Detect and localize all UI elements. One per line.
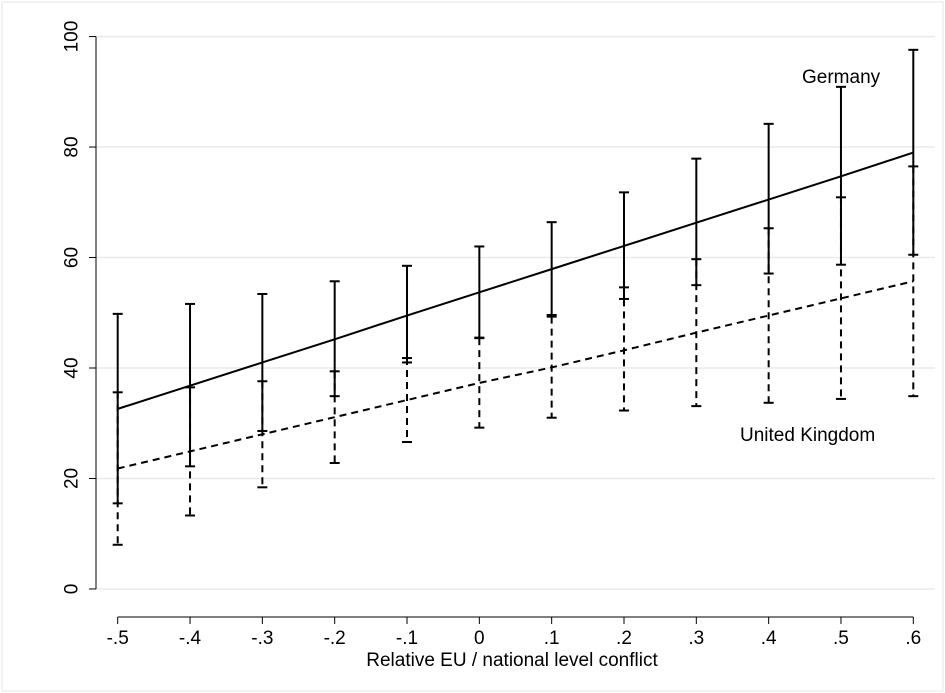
y-tick-label: 80 [62,136,83,157]
labels: Relative EU / national level conflict Ge… [366,67,880,671]
grid-lines [96,35,935,590]
axes: 0 20 40 60 80 100 -.5 -.4 -.3 -.2 -.1 0 .1 .2 .3 .4 .5 .6 [62,21,922,649]
series-group [112,48,919,546]
y-tick-label: 100 [62,21,83,53]
series-line [117,280,914,470]
series-label-united-kingdom: United Kingdom [740,425,875,446]
y-tick-label: 20 [62,468,83,489]
series-united-kingdom [112,165,919,546]
x-tick-label: -.1 [396,628,418,649]
x-tick-label: .6 [905,628,921,649]
x-tick-label: -.5 [107,628,129,649]
y-tick-label: 40 [62,357,83,378]
x-tick-label: -.4 [179,628,202,649]
x-tick-label: .4 [761,628,777,649]
x-tick-label: -.3 [251,628,273,649]
x-tick-label: 0 [474,628,485,649]
series-label-germany: Germany [802,67,881,88]
series-line [117,151,914,410]
y-tick-label: 60 [62,247,83,268]
x-tick-label: -.2 [324,628,346,649]
x-tick-label: .2 [616,628,632,649]
x-tick-label: .3 [688,628,704,649]
y-tick-label: 0 [62,584,83,595]
x-tick-label: .5 [833,628,849,649]
x-tick-label: .1 [544,628,560,649]
x-axis-title: Relative EU / national level conflict [366,650,658,671]
